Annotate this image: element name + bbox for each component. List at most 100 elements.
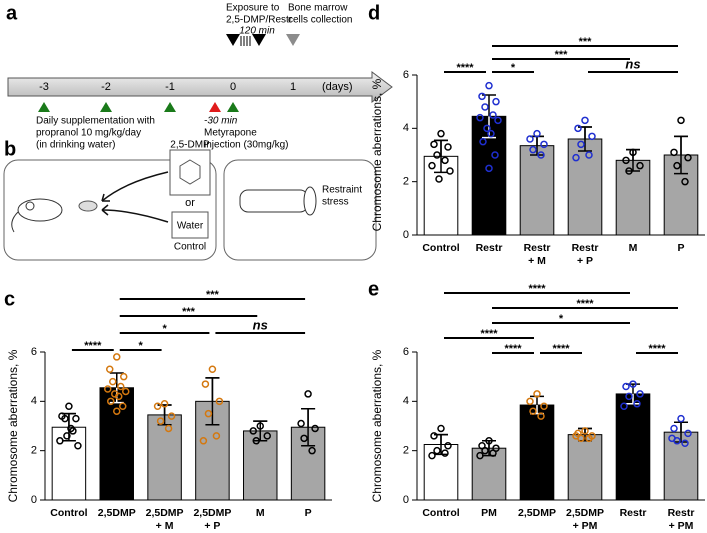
data-point [117,382,125,391]
data-point [572,153,580,162]
data-point [249,427,257,435]
restraint-label: Restraint [322,185,362,196]
data-point [56,437,64,445]
y-tick-label: 4 [403,395,409,407]
significance-label: * [559,313,564,325]
significance-label: * [162,323,167,335]
error-bar-top [205,377,220,402]
data-point [446,167,454,175]
data-point [297,419,305,428]
data-point [441,449,449,457]
significance-label: **** [552,343,570,355]
data-point [437,129,445,138]
data-point [119,402,127,411]
y-axis-label: Chromosome aberrations, % [370,78,384,231]
error-bar-top [434,139,448,157]
data-point [113,407,121,415]
restraint-label: stress [322,197,349,208]
bar [615,393,651,501]
exposure-hatch [240,36,251,46]
day-label: -1 [165,81,175,93]
y-tick-label: 0 [31,494,37,506]
data-point [430,140,438,149]
day-unit: (days) [322,81,353,93]
bar [243,430,278,501]
data-point [160,400,169,408]
data-point [476,451,484,460]
data-point [74,441,82,450]
significance-label: **** [84,340,102,352]
bar [567,138,603,236]
exposure-markers [226,34,266,46]
significance-label: *** [579,36,593,48]
data-point [67,424,75,433]
y-tick-label: 6 [403,346,409,358]
data-point [487,129,495,138]
collection-label: cells collection [288,15,352,26]
bar [147,414,182,501]
data-point [120,372,128,381]
data-point [494,116,502,125]
significance-label: *** [555,49,569,61]
panel-letter: c [4,288,15,310]
data-point [435,175,443,183]
y-tick-label: 6 [31,346,37,358]
data-point [540,140,548,149]
molecule-icon [179,159,201,185]
x-tick-label: 2,5DMP [193,507,231,519]
data-point [208,365,217,374]
injection-label: Metyrapone [204,128,257,139]
error-bar-top [674,135,688,155]
restrainer-icon [303,186,317,216]
significance-label: **** [648,343,666,355]
y-tick-label: 0 [403,229,409,241]
significance-label: **** [456,62,474,74]
x-tick-label: 2,5DMP [566,507,604,519]
data-point [581,427,589,435]
collection-label: Bone marrow [288,3,348,14]
dish-icon [78,200,98,212]
significance-label: **** [504,343,522,355]
data-point [681,177,689,186]
data-point [526,135,534,143]
time-arrow [7,71,393,103]
data-point [199,437,208,445]
data-point [670,148,678,157]
data-point [670,424,678,433]
arrow [101,171,169,223]
data-point [444,143,452,151]
data-point [577,140,585,149]
data-point [533,129,541,138]
data-point [63,432,71,440]
significance-label: ns [253,317,268,332]
x-tick-label: Restr [668,507,695,519]
data-point [153,402,162,411]
data-point [585,434,593,443]
data-point [489,111,497,119]
data-point [104,385,112,393]
data-point [481,446,489,455]
y-tick-label: 0 [403,494,409,506]
timeline-panel: a -3 -2 -1 0 1 (days) Exposure to 2,5-DM… [6,2,393,151]
significance-label: *** [182,306,196,318]
x-tick-label: PM [481,507,497,519]
data-point [300,434,308,443]
compound-label: 2,5-DMP [170,140,210,151]
significance-label: ns [625,56,640,71]
supplement-label: Daily supplementation with [36,116,155,127]
data-point [529,145,537,154]
mouse-icon [11,211,19,233]
data-point [481,103,489,111]
data-point [629,148,637,157]
data-point [492,97,500,106]
data-point [156,417,165,425]
data-point [625,392,633,401]
data-point [263,432,271,440]
significance-label: **** [528,283,546,295]
data-point [622,382,630,391]
data-point [491,151,499,159]
data-point [215,397,224,406]
charts: c Chromosome aberrations, % 0 2 4 6 Control 2,5… [4,2,705,532]
data-point [308,446,316,455]
